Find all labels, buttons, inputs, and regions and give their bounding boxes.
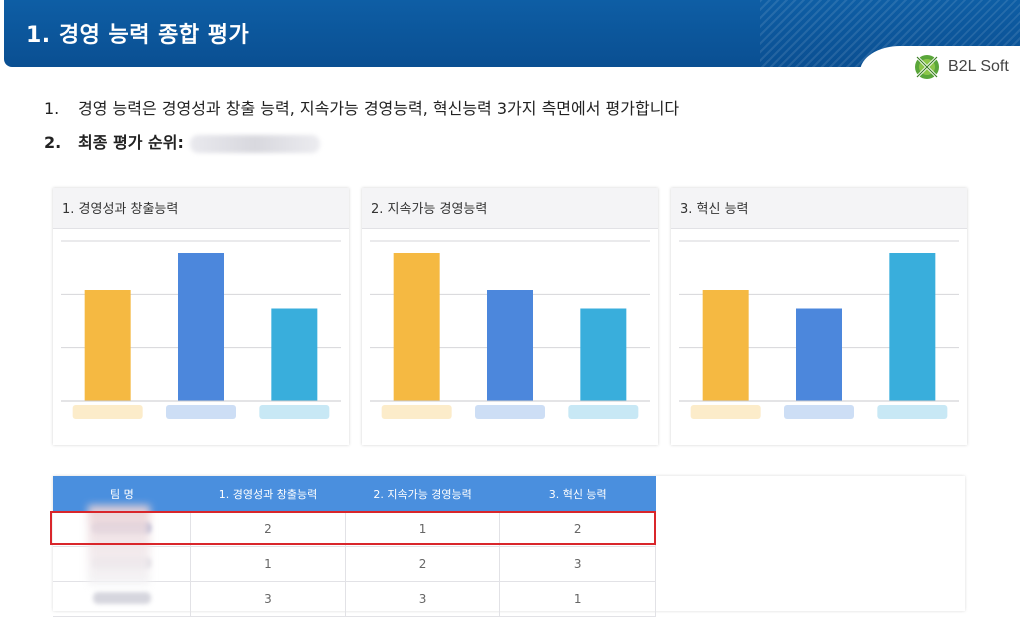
chart-title: 2. 지속가능 경영능력 [362, 188, 658, 229]
brand-name: B2L Soft [948, 58, 1009, 75]
table-cell: 1 [345, 512, 501, 547]
column-header-team: 팀 명 [53, 476, 191, 512]
column-header-3: 3. 혁신 능력 [499, 476, 656, 512]
redacted-category-label [568, 405, 639, 419]
chart-bar [580, 308, 627, 401]
chart-title: 3. 혁신 능력 [671, 188, 967, 229]
column-header-2: 2. 지속가능 경영능력 [345, 476, 500, 512]
brand-logo: B2L Soft [912, 52, 1009, 82]
chart-panel-3: 3. 혁신 능력 [671, 188, 967, 445]
chart-panel-1: 1. 경영성과 창출능력 [53, 188, 349, 445]
redacted-team-name [92, 591, 151, 604]
table-header-row: 팀 명 1. 경영성과 창출능력 2. 지속가능 경영능력 3. 혁신 능력 [53, 476, 656, 512]
bar-chart [679, 240, 959, 419]
bar-chart [370, 240, 650, 419]
chart-bar [796, 308, 842, 401]
brand-corner [860, 46, 1024, 86]
table-cell: 1 [190, 546, 346, 582]
column-header-1: 1. 경영성과 창출능력 [190, 476, 346, 512]
table-cell: 2 [190, 512, 346, 547]
redacted-category-label [784, 405, 854, 419]
table-cell: 3 [190, 581, 346, 617]
table-cell: 1 [499, 581, 656, 617]
table-cell: 2 [499, 512, 656, 547]
description-line-2: 2. 최종 평가 순위: [44, 129, 320, 153]
redaction-smear [88, 505, 150, 585]
redacted-category-label [690, 405, 761, 419]
chart-bar [393, 253, 440, 401]
redacted-category-label [381, 405, 452, 419]
page-title: 1. 경영 능력 종합 평가 [26, 23, 250, 48]
ranking-table-panel: 팀 명 1. 경영성과 창출능력 2. 지속가능 경영능력 3. 혁신 능력 2… [53, 476, 965, 617]
team-name-cell [53, 581, 192, 617]
chart-panel-2: 2. 지속가능 경영능력 [362, 188, 658, 445]
description-line-1: 1. 경영 능력은 경영성과 창출 능력, 지속가능 경영능력, 혁신능력 3가지… [44, 95, 679, 119]
chart-bar [178, 253, 224, 401]
chart-bar [84, 290, 131, 401]
chart-bar [889, 253, 936, 401]
redacted-category-label [166, 405, 236, 419]
table-cell: 3 [345, 581, 501, 617]
chart-bar [487, 290, 533, 401]
redacted-category-label [72, 405, 143, 419]
header-banner: 1. 경영 능력 종합 평가 [4, 0, 1020, 67]
table-cell: 3 [499, 546, 656, 582]
description-text: 경영 능력은 경영성과 창출 능력, 지속가능 경영능력, 혁신능력 3가지 측… [78, 99, 680, 118]
list-number: 2. [44, 133, 62, 152]
b2l-logo-icon [915, 55, 939, 79]
bar-chart [61, 240, 341, 419]
highlight-box [50, 511, 656, 545]
chart-bar [702, 290, 749, 401]
table-row[interactable]: 3 3 1 [53, 581, 656, 617]
redacted-category-label [877, 405, 948, 419]
table-row[interactable]: 2 1 2 [53, 512, 656, 547]
chart-bar [271, 308, 318, 401]
redacted-category-label [475, 405, 545, 419]
chart-title: 1. 경영성과 창출능력 [53, 188, 349, 229]
redacted-value [189, 134, 320, 153]
redacted-category-label [259, 405, 330, 419]
list-number: 1. [44, 99, 60, 118]
table-cell: 2 [345, 546, 501, 582]
final-rank-label: 최종 평가 순위: [78, 133, 184, 152]
